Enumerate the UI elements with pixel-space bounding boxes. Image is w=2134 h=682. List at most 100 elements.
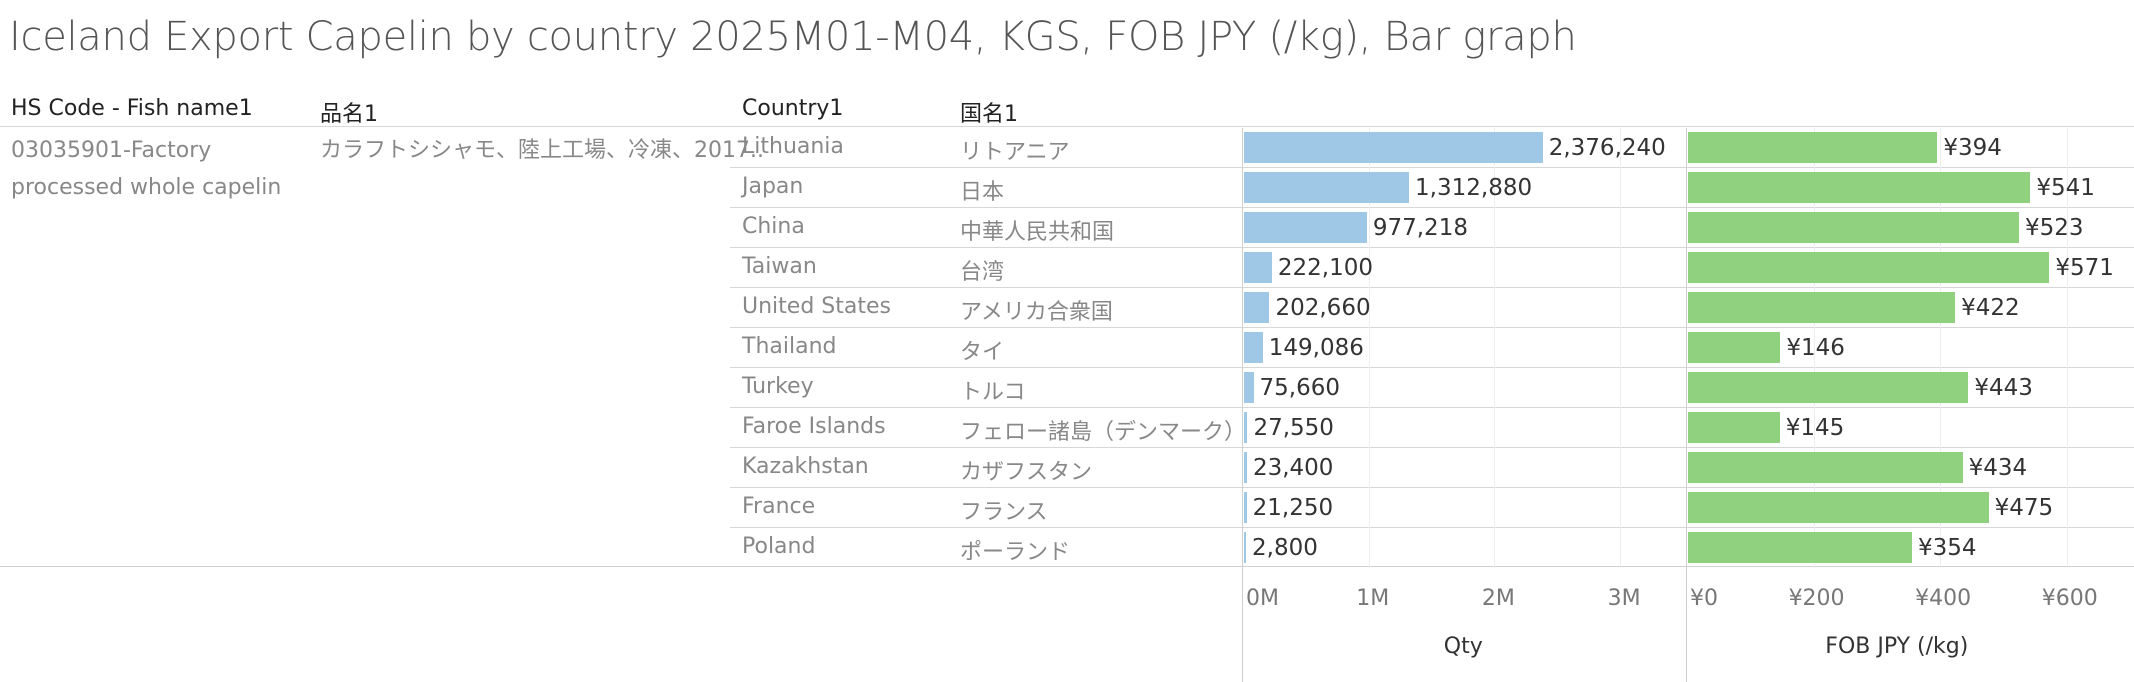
qty-bar-label: 1,312,880 <box>1415 175 1533 201</box>
qty-bar-label: 23,400 <box>1252 455 1334 481</box>
kokumei-cell: フェロー諸島（デンマーク） <box>960 420 1247 445</box>
header-divider <box>0 126 2134 127</box>
country-cell: Turkey <box>742 374 814 399</box>
fob-bar-label: ¥394 <box>1943 135 2002 161</box>
fob-bar-label: ¥523 <box>2024 215 2084 241</box>
qty-bar-label: 2,800 <box>1252 535 1318 561</box>
fob-bar[interactable] <box>1688 372 1969 403</box>
kokumei-cell: カザフスタン <box>960 460 1093 485</box>
country-cell: Kazakhstan <box>742 454 869 479</box>
fob-bar-label: ¥571 <box>2055 255 2114 281</box>
qty-bar[interactable] <box>1244 492 1247 523</box>
hs-code-cell: 03035901-Factory processed whole capelin <box>11 138 282 200</box>
kokumei-cell: トルコ <box>960 380 1026 405</box>
fob-bar[interactable] <box>1688 132 1938 163</box>
row-divider <box>730 527 2134 528</box>
kokumei-cell: ポーランド <box>960 540 1071 565</box>
fob-gridline <box>2066 128 2068 568</box>
qty-bar-label: 149,086 <box>1268 335 1364 361</box>
fob-axis-title: FOB JPY (/kg) <box>1825 634 1969 659</box>
fob-bar-label: ¥145 <box>1785 415 1845 441</box>
page-title: Iceland Export Capelin by country 2025M0… <box>9 14 1577 60</box>
fob-tick-label: ¥400 <box>1915 586 1972 611</box>
fob-tick-label: ¥0 <box>1690 586 1718 611</box>
fob-panel-left-border <box>1686 128 1687 682</box>
qty-bar-label: 222,100 <box>1277 255 1374 281</box>
country-cell: Thailand <box>742 334 837 359</box>
qty-axis-title: Qty <box>1443 634 1483 659</box>
fob-tick-label: ¥600 <box>2041 586 2098 611</box>
qty-bar[interactable] <box>1244 292 1270 323</box>
fob-bar-label: ¥146 <box>1786 335 1845 361</box>
kokumei-cell: タイ <box>960 340 1005 365</box>
country-cell: Lithuania <box>742 134 844 159</box>
qty-bar[interactable] <box>1244 172 1410 203</box>
qty-bar[interactable] <box>1244 532 1246 563</box>
fob-bar[interactable] <box>1688 212 2019 243</box>
fob-tick-label: ¥200 <box>1788 586 1845 611</box>
fob-gridline <box>1940 128 1942 568</box>
qty-tick-label: 0M <box>1246 586 1279 611</box>
row-divider <box>730 487 2134 488</box>
qty-gridline <box>1620 128 1622 568</box>
fob-bar-label: ¥434 <box>1968 455 2028 481</box>
country-cell: China <box>742 214 805 239</box>
qty-bar[interactable] <box>1244 452 1247 483</box>
row-divider <box>730 247 2134 248</box>
fob-bar[interactable] <box>1688 412 1780 443</box>
qty-gridline <box>1494 128 1496 568</box>
table-bottom-divider <box>0 566 2134 567</box>
row-divider <box>730 327 2134 328</box>
country-cell: Japan <box>742 174 804 199</box>
kokumei-cell: アメリカ合衆国 <box>960 300 1113 325</box>
qty-bar[interactable] <box>1244 412 1248 443</box>
row-divider <box>730 287 2134 288</box>
fob-bar[interactable] <box>1688 252 2050 283</box>
fob-bar-label: ¥354 <box>1918 535 1977 561</box>
kokumei-cell: 日本 <box>960 180 1005 205</box>
qty-bar-label: 2,376,240 <box>1548 135 1666 161</box>
qty-bar[interactable] <box>1244 132 1543 163</box>
row-divider <box>730 207 2134 208</box>
qty-bar[interactable] <box>1244 332 1263 363</box>
fob-bar-label: ¥475 <box>1994 495 2054 521</box>
qty-bar[interactable] <box>1244 212 1367 243</box>
row-divider <box>730 367 2134 368</box>
qty-bar-label: 27,550 <box>1253 415 1334 441</box>
kokumei-cell: 台湾 <box>960 260 1005 285</box>
fob-bar-label: ¥541 <box>2036 175 2095 201</box>
qty-gridline <box>1368 128 1370 568</box>
fob-bar[interactable] <box>1688 452 1963 483</box>
header-kokumei[interactable]: 国名1 <box>960 102 1018 127</box>
fob-bar[interactable] <box>1688 292 1956 323</box>
fob-bar[interactable] <box>1688 532 1913 563</box>
hinmei-cell: カラフトシシャモ、陸上工場、冷凍、2017.. <box>320 138 764 163</box>
qty-bar[interactable] <box>1244 252 1272 283</box>
qty-tick-label: 1M <box>1356 586 1390 611</box>
qty-tick-label: 2M <box>1481 586 1515 611</box>
qty-bar-label: 75,660 <box>1259 375 1340 401</box>
fob-bar[interactable] <box>1688 172 2031 203</box>
fob-bar[interactable] <box>1688 332 1781 363</box>
fob-bar-label: ¥422 <box>1961 295 2020 321</box>
country-cell: United States <box>742 294 891 319</box>
header-hs-code[interactable]: HS Code - Fish name1 <box>11 96 253 121</box>
row-divider <box>730 447 2134 448</box>
country-cell: France <box>742 494 816 519</box>
qty-bar-label: 202,660 <box>1275 295 1371 321</box>
fob-bar[interactable] <box>1688 492 1989 523</box>
header-country[interactable]: Country1 <box>742 96 844 121</box>
qty-tick-label: 3M <box>1607 586 1641 611</box>
country-cell: Taiwan <box>742 254 817 279</box>
header-hinmei[interactable]: 品名1 <box>320 102 378 127</box>
qty-bar-label: 977,218 <box>1372 215 1468 241</box>
row-divider <box>730 167 2134 168</box>
fob-gridline <box>1813 128 1815 568</box>
country-cell: Poland <box>742 534 816 559</box>
country-cell: Faroe Islands <box>742 414 886 439</box>
fob-bar-label: ¥443 <box>1974 375 2033 401</box>
kokumei-cell: 中華人民共和国 <box>960 220 1115 245</box>
kokumei-cell: フランス <box>960 500 1048 525</box>
qty-bar[interactable] <box>1244 372 1254 403</box>
kokumei-cell: リトアニア <box>960 140 1070 165</box>
